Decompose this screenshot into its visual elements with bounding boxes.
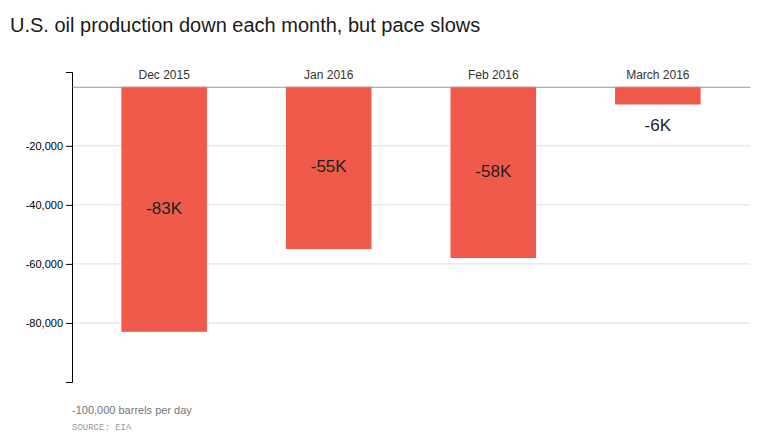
y-tick-mark xyxy=(66,146,72,147)
y-tick: -80,000 xyxy=(26,317,72,329)
chart: -20,000 -40,000 -60,000 -80,000 Dec 2015 Jan … xyxy=(0,0,780,438)
title: U.S. oil production down each month, but… xyxy=(10,14,480,36)
x-axis: Dec 2015 Jan 2016 Feb 2016 March 2016 xyxy=(73,68,751,88)
y-tick-label: -40,000 xyxy=(26,199,63,211)
y-tick-mark xyxy=(66,323,72,324)
bar xyxy=(121,87,207,332)
y-tick: -40,000 xyxy=(26,199,72,211)
data-label: -55K xyxy=(311,157,348,176)
x-tick: Jan 2016 xyxy=(304,68,354,87)
bar xyxy=(286,87,372,249)
y-axis-line xyxy=(66,73,73,383)
x-tick: Feb 2016 xyxy=(468,68,519,87)
data-labels: -83K -55K -58K -6K xyxy=(146,116,672,218)
zero-line xyxy=(73,87,751,88)
y-axis: -20,000 -40,000 -60,000 -80,000 xyxy=(26,73,73,383)
annotation: SOURCE: EIA xyxy=(72,423,132,433)
y-tick-label: -80,000 xyxy=(26,317,63,329)
bars xyxy=(121,87,700,332)
plot: -20,000 -40,000 -60,000 -80,000 Dec 2015 Jan … xyxy=(26,68,751,383)
data-label: -83K xyxy=(146,199,183,218)
y-tick-mark xyxy=(66,264,72,265)
y-tick: -60,000 xyxy=(26,258,72,270)
bar xyxy=(450,87,536,258)
x-tick: Dec 2015 xyxy=(138,68,190,87)
bar xyxy=(615,87,701,105)
data-label: -6K xyxy=(645,116,672,135)
y-tick-label: -20,000 xyxy=(26,140,63,152)
x-tick: March 2016 xyxy=(626,68,690,87)
y-tick-label: -60,000 xyxy=(26,258,63,270)
y-tick-mark xyxy=(66,205,72,206)
x-tick-label: Jan 2016 xyxy=(304,68,354,82)
x-tick-label: March 2016 xyxy=(626,68,690,82)
x-tick-label: Feb 2016 xyxy=(468,68,519,82)
data-label: -58K xyxy=(475,162,512,181)
x-tick-label: Dec 2015 xyxy=(138,68,190,82)
y-tick: -20,000 xyxy=(26,140,72,152)
y-axis-label: -100,000 barrels per day xyxy=(72,404,192,416)
